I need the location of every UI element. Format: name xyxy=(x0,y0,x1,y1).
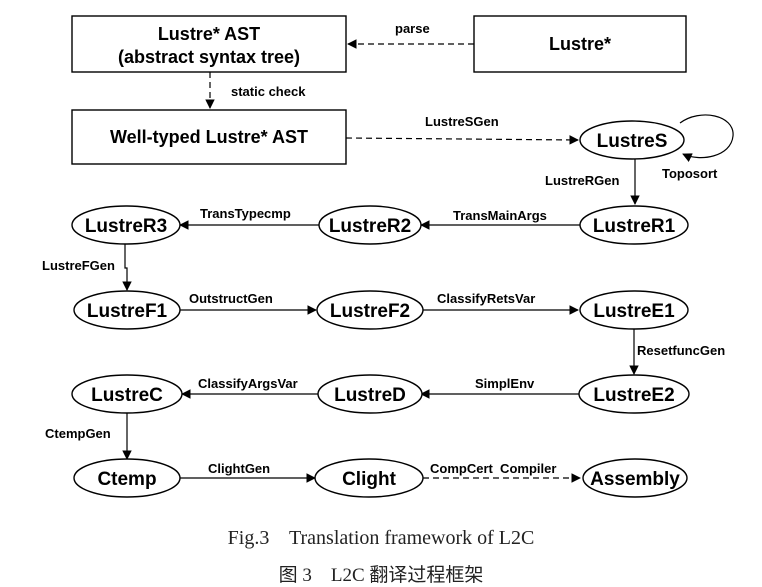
node-lustref1: LustreF1 xyxy=(74,291,180,329)
label-clightgen: ClightGen xyxy=(208,461,270,476)
node-lustrec-label: LustreC xyxy=(91,385,163,406)
node-assembly: Assembly xyxy=(583,459,687,497)
edge-toposort-loop xyxy=(680,115,733,158)
node-lustrer1-label: LustreR1 xyxy=(593,216,676,237)
box-lustre-star-ast: Lustre* AST (abstract syntax tree) xyxy=(72,16,346,72)
node-ctemp: Ctemp xyxy=(74,459,180,497)
node-lustred-label: LustreD xyxy=(334,385,406,406)
box-lustre-star-ast-line1: Lustre* AST xyxy=(158,24,260,44)
node-lustrer2-label: LustreR2 xyxy=(329,216,411,237)
edge-lustrefgen xyxy=(125,243,127,290)
label-static-check: static check xyxy=(231,84,306,99)
node-clight-label: Clight xyxy=(342,469,396,490)
label-lustrergen: LustreRGen xyxy=(545,173,619,188)
node-ctemp-label: Ctemp xyxy=(97,469,156,490)
node-lustres-label: LustreS xyxy=(597,131,668,152)
node-lustree1-label: LustreE1 xyxy=(593,301,675,322)
label-classifyretsvar: ClassifyRetsVar xyxy=(437,291,535,306)
box-well-typed-ast: Well-typed Lustre* AST xyxy=(72,110,346,164)
box-well-typed-ast-label: Well-typed Lustre* AST xyxy=(110,127,308,147)
node-lustree1: LustreE1 xyxy=(580,291,688,329)
label-ctempgen: CtempGen xyxy=(45,426,111,441)
box-lustre-star-ast-line2: (abstract syntax tree) xyxy=(118,47,300,67)
label-parse: parse xyxy=(395,21,430,36)
translation-framework-diagram: Lustre* AST (abstract syntax tree) Lustr… xyxy=(0,0,762,520)
node-lustrer3: LustreR3 xyxy=(72,206,180,244)
edge-lustresgen xyxy=(346,138,578,140)
label-simplenv: SimplEnv xyxy=(475,376,535,391)
node-lustrec: LustreC xyxy=(72,375,182,413)
node-lustree2: LustreE2 xyxy=(579,375,689,413)
label-transtypecmp: TransTypecmp xyxy=(200,206,291,221)
node-lustred: LustreD xyxy=(318,375,422,413)
figure-caption-chinese: 图 3 L2C 翻译过程框架 xyxy=(0,560,762,587)
box-lustre-star: Lustre* xyxy=(474,16,686,72)
figure-caption-english: Fig.3 Translation framework of L2C xyxy=(0,527,762,550)
node-lustree2-label: LustreE2 xyxy=(593,385,674,406)
label-outstructgen: OutstructGen xyxy=(189,291,273,306)
node-lustref2: LustreF2 xyxy=(317,291,423,329)
label-toposort: Toposort xyxy=(662,166,718,181)
node-lustref1-label: LustreF1 xyxy=(87,301,168,322)
label-lustresgen: LustreSGen xyxy=(425,114,499,129)
label-compcert-compiler: CompCert Compiler xyxy=(430,461,556,476)
node-lustref2-label: LustreF2 xyxy=(330,301,410,322)
label-resetfuncgen: ResetfuncGen xyxy=(637,343,725,358)
node-lustrer1: LustreR1 xyxy=(580,206,688,244)
node-lustrer2: LustreR2 xyxy=(319,206,421,244)
node-clight: Clight xyxy=(315,459,423,497)
node-assembly-label: Assembly xyxy=(590,469,680,490)
label-transmainargs: TransMainArgs xyxy=(453,208,547,223)
label-lustrefgen: LustreFGen xyxy=(42,258,115,273)
node-lustrer3-label: LustreR3 xyxy=(85,216,167,237)
label-classifyargsvar: ClassifyArgsVar xyxy=(198,376,298,391)
box-lustre-star-label: Lustre* xyxy=(549,34,611,54)
node-lustres: LustreS xyxy=(580,121,684,159)
